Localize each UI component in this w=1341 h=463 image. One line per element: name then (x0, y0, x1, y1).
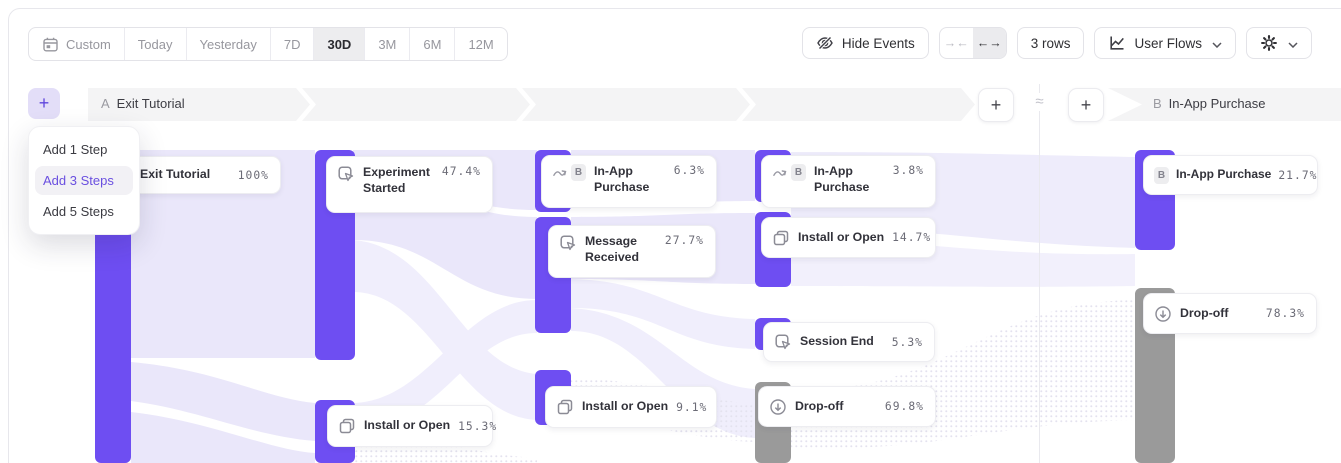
view-selector-label: User Flows (1134, 35, 1202, 51)
node-percent: 14.7% (892, 231, 932, 244)
flow-b-letter: B (1153, 96, 1162, 111)
flow-b-title: In-App Purchase (1168, 96, 1266, 111)
date-range-selector: Custom Today Yesterday 7D 30D 3M 6M 12M (28, 27, 508, 61)
flow-jump-icon: B (772, 164, 806, 181)
node-install-or-open-step2[interactable]: Install or Open 15.3% (327, 405, 496, 447)
line-chart-icon (1108, 34, 1126, 52)
node-label: Session End (800, 334, 874, 348)
add-step-end-flow-a-button[interactable]: + (978, 88, 1014, 122)
node-label: Drop-off (795, 398, 844, 413)
node-label: In-App Purchase (814, 164, 870, 194)
add-steps-menu: Add 1 Step Add 3 Steps Add 5 Steps (28, 126, 140, 235)
node-drop-off-flow-b[interactable]: Drop-off 78.3% (1143, 293, 1317, 334)
rows-button[interactable]: 3 rows (1016, 27, 1085, 59)
copy-squares-icon (556, 398, 574, 416)
toolbar: Custom Today Yesterday 7D 30D 3M 6M 12M (0, 0, 1341, 78)
collapse-width-button[interactable]: →← (943, 36, 969, 50)
menu-item-add-1-step[interactable]: Add 1 Step (43, 142, 108, 157)
node-percent: 5.3% (891, 335, 923, 349)
chevron-down-icon (1288, 36, 1298, 51)
settings-button[interactable] (1246, 27, 1312, 59)
node-label: Install or Open (798, 229, 885, 244)
node-percent: 27.7% (664, 234, 704, 247)
drop-off-icon (1154, 305, 1172, 323)
node-percent: 78.3% (1265, 307, 1305, 320)
node-percent: 6.3% (673, 164, 705, 177)
date-range-custom[interactable]: Custom (29, 28, 125, 60)
report-frame (8, 8, 1341, 463)
node-install-or-open-step4[interactable]: Install or Open 14.7% (761, 217, 936, 258)
add-step-start-flow-b-button[interactable]: + (1068, 88, 1104, 122)
node-label: Drop-off (1180, 305, 1229, 320)
cursor-click-icon (337, 165, 355, 183)
node-percent: 100% (237, 168, 269, 182)
flow-b-header: B In-App Purchase (1153, 96, 1266, 111)
eye-off-icon (816, 34, 834, 52)
node-percent: 47.4% (441, 165, 481, 178)
node-experiment-started[interactable]: Experiment Started 47.4% (326, 156, 493, 213)
date-range-label: Custom (66, 36, 111, 52)
node-label: Install or Open (364, 418, 451, 432)
flow-a-letter: A (101, 96, 110, 111)
flow-b-ref-badge: B (1154, 166, 1169, 184)
date-range-12m[interactable]: 12M (468, 36, 494, 52)
flow-jump-icon: B (552, 164, 586, 181)
copy-squares-icon (772, 229, 790, 247)
date-range-yesterday[interactable]: Yesterday (187, 28, 271, 60)
node-percent: 15.3% (458, 419, 498, 433)
calendar-icon (42, 36, 59, 53)
node-label: Message Received (585, 234, 640, 264)
node-label: Exit Tutorial (140, 167, 211, 181)
date-range-6m[interactable]: 6M (410, 28, 456, 60)
flow-b-ref-badge: B (571, 164, 586, 181)
expand-width-button[interactable]: ←→ (972, 28, 1006, 58)
date-range-today[interactable]: Today (125, 28, 187, 60)
cursor-click-icon (559, 234, 577, 252)
node-in-app-purchase-flow-b[interactable]: B In-App Purchase 21.7% (1143, 155, 1318, 195)
node-percent: 3.8% (892, 164, 924, 177)
approx-separator-icon: ≈ (1029, 93, 1050, 111)
flow-a-title: Exit Tutorial (116, 96, 185, 111)
menu-item-add-5-steps[interactable]: Add 5 Steps (43, 204, 114, 219)
date-range-30d-selected[interactable]: 30D (314, 28, 366, 60)
node-label: In-App Purchase (594, 164, 650, 194)
drop-off-icon (769, 398, 787, 416)
flow-a-step-band[interactable] (88, 88, 975, 121)
node-install-or-open-step3[interactable]: Install or Open 9.1% (545, 386, 717, 428)
node-drop-off-flow-a[interactable]: Drop-off 69.8% (758, 386, 936, 427)
view-selector-button[interactable]: User Flows (1094, 27, 1236, 59)
flow-a-header: A Exit Tutorial (101, 96, 185, 111)
flow-b-ref-badge: B (791, 164, 806, 181)
node-label: In-App Purchase (1176, 167, 1272, 182)
node-percent: 9.1% (676, 400, 708, 414)
hide-events-button[interactable]: Hide Events (801, 27, 929, 59)
gear-icon (1260, 34, 1278, 52)
add-step-left-button[interactable]: + (28, 88, 60, 119)
node-percent: 21.7% (1278, 168, 1318, 182)
hide-events-label: Hide Events (841, 35, 915, 51)
date-range-3m[interactable]: 3M (365, 28, 411, 60)
node-percent: 69.8% (884, 400, 924, 413)
flow-b-step-band[interactable] (1108, 88, 1341, 121)
node-in-app-purchase-step4[interactable]: B In-App Purchase 3.8% (761, 155, 936, 208)
node-label: Experiment Started (363, 165, 430, 195)
chevron-down-icon (1212, 36, 1222, 51)
node-session-end[interactable]: Session End 5.3% (763, 322, 935, 362)
copy-squares-icon (338, 417, 356, 435)
node-label: Install or Open (582, 399, 669, 413)
rows-label: 3 rows (1030, 35, 1071, 51)
date-range-7d[interactable]: 7D (271, 28, 315, 60)
width-toggle: →← ←→ (938, 27, 1007, 59)
menu-item-add-3-steps[interactable]: Add 3 Steps (35, 166, 133, 195)
node-in-app-purchase-step3[interactable]: B In-App Purchase 6.3% (541, 155, 717, 208)
cursor-click-icon (774, 333, 792, 351)
node-message-received[interactable]: Message Received 27.7% (548, 225, 716, 278)
flows-divider-line (1039, 84, 1040, 463)
